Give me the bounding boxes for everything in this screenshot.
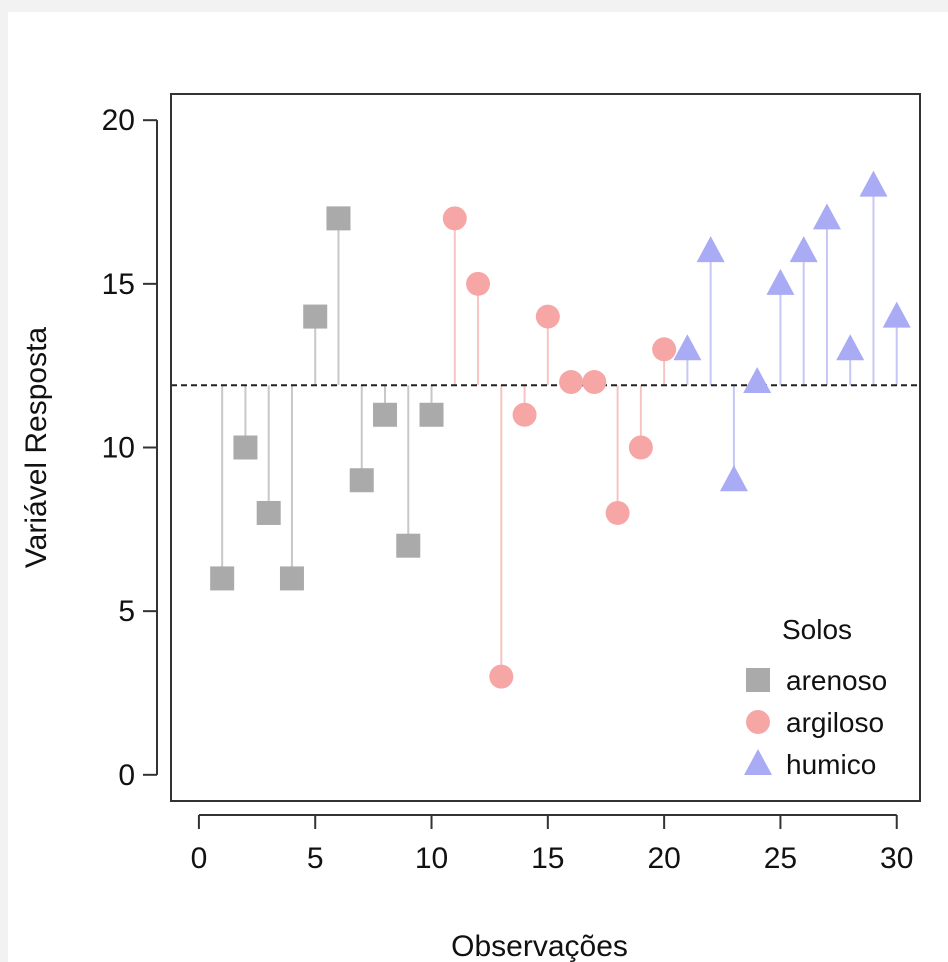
y-tick-label-20: 20 (102, 104, 135, 137)
plot-area-border (170, 93, 921, 802)
point-argiloso-17 (582, 370, 607, 395)
point-humico-27 (812, 203, 841, 230)
x-tick-label-30: 30 (880, 842, 913, 875)
point-arenoso-6 (326, 206, 351, 231)
legend-marker-argiloso (746, 710, 770, 734)
x-tick-label-10: 10 (415, 842, 448, 875)
legend-items: arenoso argiloso humico (744, 665, 887, 780)
stems-layer (221, 185, 898, 677)
y-tick-label-0: 0 (118, 759, 135, 792)
point-humico-26 (789, 236, 818, 263)
point-arenoso-5 (303, 304, 328, 329)
point-humico-22 (696, 236, 725, 263)
point-arenoso-7 (349, 468, 374, 493)
legend-label-humico: humico (786, 749, 876, 780)
point-argiloso-14 (512, 402, 537, 427)
y-axis-label: Variável Resposta (20, 327, 53, 569)
point-argiloso-11 (442, 206, 467, 231)
legend-title: Solos (782, 614, 852, 645)
legend-label-arenoso: arenoso (786, 665, 887, 696)
x-tick-label-25: 25 (764, 842, 797, 875)
point-argiloso-18 (605, 500, 630, 525)
point-arenoso-3 (256, 500, 281, 525)
x-tick-label-5: 5 (307, 842, 324, 875)
y-tick-label-5: 5 (118, 595, 135, 628)
points-layer (210, 170, 911, 689)
point-humico-23 (719, 465, 748, 492)
point-arenoso-1 (210, 566, 235, 591)
point-arenoso-2 (233, 435, 258, 460)
legend-marker-humico (744, 749, 772, 775)
point-humico-28 (836, 334, 865, 361)
point-argiloso-16 (559, 370, 584, 395)
point-argiloso-19 (628, 435, 653, 460)
point-argiloso-20 (652, 337, 677, 362)
y-tick-label-10: 10 (102, 432, 135, 465)
point-humico-30 (882, 301, 911, 328)
y-tick-label-15: 15 (102, 268, 135, 301)
point-arenoso-10 (419, 402, 444, 427)
point-argiloso-15 (535, 304, 560, 329)
point-argiloso-12 (466, 271, 491, 296)
legend: Solos arenoso argiloso humico (744, 614, 887, 780)
point-arenoso-9 (396, 533, 421, 558)
point-humico-25 (766, 268, 795, 295)
x-tick-label-20: 20 (647, 842, 680, 875)
legend-marker-arenoso (746, 668, 770, 692)
point-arenoso-4 (279, 566, 304, 591)
legend-label-argiloso: argiloso (786, 707, 884, 738)
x-axis-label: Observações (451, 930, 628, 962)
x-tick-label-15: 15 (531, 842, 564, 875)
stem-chart: 0 5 10 15 20 25 30 0 5 10 15 20 Observações Variáv… (20, 93, 921, 962)
chart-frame: 0 5 10 15 20 25 30 0 5 10 15 20 Observações Variáv… (8, 12, 948, 962)
x-tick-label-0: 0 (191, 842, 208, 875)
point-humico-29 (859, 170, 888, 197)
point-humico-21 (673, 334, 702, 361)
x-axis: 0 5 10 15 20 25 30 (191, 814, 913, 875)
y-axis: 0 5 10 15 20 (102, 104, 158, 792)
point-arenoso-8 (373, 402, 397, 427)
point-humico-24 (743, 367, 772, 394)
point-argiloso-13 (489, 664, 514, 689)
